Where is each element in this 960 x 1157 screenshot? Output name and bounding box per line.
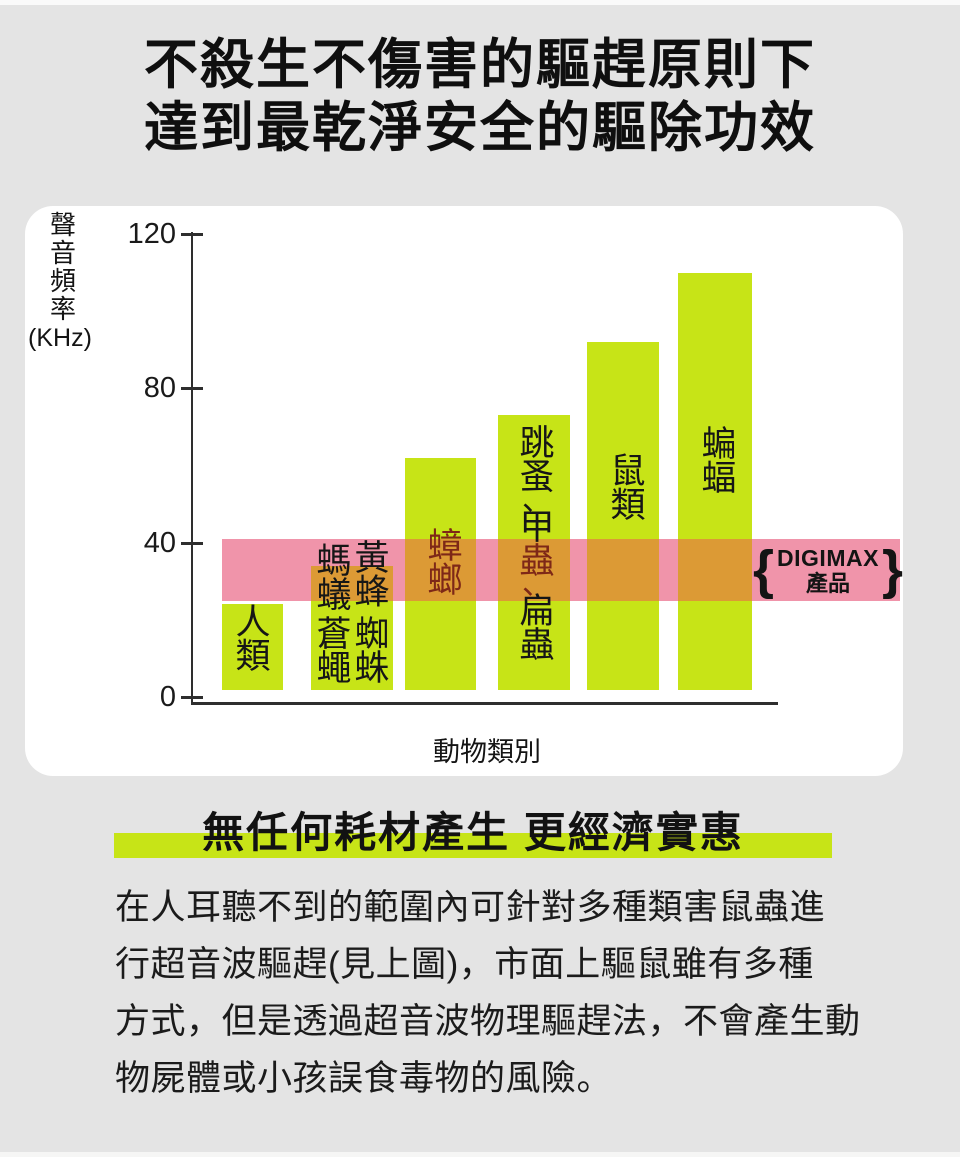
right-brace: } — [881, 540, 903, 600]
y-tick-label-40: 40 — [143, 526, 176, 559]
bar-label-char: 蛛 — [354, 649, 390, 688]
body-paragraph: 在人耳聽不到的範圍內可針對多種類害鼠蟲進 行超音波驅趕(見上圖)，市面上驅鼠雖有… — [115, 879, 875, 1107]
bar-label-3-0: 跳蚤、甲蟲、扁蟲 — [518, 424, 556, 665]
bar-label-2-0: 蟑螂 — [426, 527, 464, 600]
x-axis-title: 動物類別 — [433, 737, 541, 767]
bar-label-1-0: 螞蟻 — [315, 542, 353, 615]
digimax-product-label: 產品 — [805, 570, 850, 596]
page-title-line-1: 不殺生不傷害的驅趕原則下 — [144, 35, 816, 95]
bar-label-char: 蚤 — [519, 458, 555, 497]
bar-鼠類 — [587, 342, 659, 690]
bar-label-char: 、 — [522, 484, 552, 517]
bar-band-overlap-1 — [311, 565, 393, 601]
bar-band-overlap-4 — [587, 538, 659, 601]
bar-label-char: 蟲 — [519, 542, 555, 581]
bar-label-char: 蝙 — [701, 425, 737, 464]
bar-band-overlap-5 — [678, 538, 752, 601]
x-axis-line — [191, 702, 778, 705]
body-line-3: 方式，但是透過超音波物理驅趕法，不會產生動 — [115, 1002, 861, 1041]
bar-label-char: 類 — [235, 637, 271, 676]
bar-label-char: 、 — [522, 568, 552, 601]
bar-label-char: 蒼 — [316, 615, 352, 654]
bar-label-char: 人 — [235, 603, 271, 642]
bar-label-char: 蠅 — [316, 649, 352, 688]
bar-人類 — [222, 604, 283, 690]
benefit-heading: 無任何耗材產生 更經濟實惠 — [202, 809, 744, 856]
page-title-line-2: 達到最乾淨安全的驅除功效 — [144, 98, 816, 158]
bar-label-char: 蟻 — [316, 576, 352, 615]
bar-band-overlap-2 — [405, 538, 476, 601]
bar-label-char: 鼠 — [610, 452, 646, 491]
bar-band-overlap-3 — [498, 538, 570, 601]
digimax-label-text: DIGIMAX 產品 — [774, 545, 882, 596]
y-axis-title-char: 頻 — [49, 266, 76, 296]
bar-label-1-3: 蜘蛛 — [353, 615, 391, 688]
bar-label-char: 扁 — [519, 592, 555, 631]
y-axis-title-char: 率 — [49, 294, 76, 324]
digimax-band-label: { DIGIMAX 產品 } — [753, 538, 903, 602]
body-line-1: 在人耳聽不到的範圍內可針對多種類害鼠蟲進 — [115, 888, 826, 927]
top-edge-strip — [0, 0, 960, 5]
bottom-edge-strip — [0, 1152, 960, 1157]
bar-label-char: 類 — [610, 486, 646, 525]
bar-label-0-0: 人類 — [234, 603, 272, 676]
bar-label-char: 跳 — [519, 424, 555, 463]
bar-label-char: 蟲 — [519, 626, 555, 665]
bar-label-char: 蟑 — [427, 527, 463, 566]
y-axis-line — [191, 232, 193, 702]
bar-label-1-2: 黃蜂 — [353, 539, 391, 612]
y-tick-label-120: 120 — [127, 218, 176, 251]
y-axis-unit: (KHz) — [28, 324, 92, 352]
bar-label-char: 螞 — [316, 542, 352, 581]
y-axis-title-char: 聲 — [49, 210, 76, 240]
bar-label-5-0: 蝙蝠 — [700, 425, 738, 498]
digimax-brand-label: DIGIMAX — [777, 544, 879, 571]
y-axis-title-char: 音 — [49, 238, 76, 268]
body-line-2: 行超音波驅趕(見上圖)，市面上驅鼠雖有多種 — [115, 945, 814, 984]
body-line-4: 物屍體或小孩誤食毒物的風險。 — [115, 1059, 613, 1098]
y-tick-label-80: 80 — [143, 372, 176, 405]
bar-label-char: 黃 — [354, 539, 390, 578]
benefit-highlight-strip — [114, 833, 832, 858]
left-brace: { — [753, 540, 775, 600]
bar-蝙蝠 — [678, 272, 752, 690]
bar-label-char: 螂 — [427, 561, 463, 600]
page-title: 不殺生不傷害的驅趕原則下 達到最乾淨安全的驅除功效 — [0, 34, 960, 160]
bar-label-1-1: 蒼蠅 — [315, 615, 353, 688]
y-axis-title: 聲音頻率 — [47, 211, 79, 323]
bar-label-char: 蝠 — [701, 459, 737, 498]
bar-label-char: 蜂 — [354, 573, 390, 612]
y-tick-label-0: 0 — [159, 681, 176, 713]
bar-label-4-0: 鼠類 — [609, 452, 647, 525]
bar-label-char: 蜘 — [354, 615, 390, 654]
bar-label-char: 甲 — [519, 508, 555, 547]
